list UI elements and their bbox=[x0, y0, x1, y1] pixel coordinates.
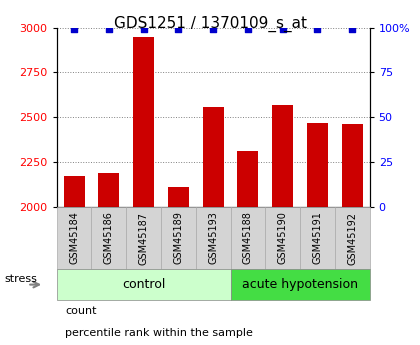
Bar bbox=[133, 37, 154, 207]
Point bbox=[279, 27, 286, 32]
Text: GSM45192: GSM45192 bbox=[347, 211, 357, 265]
Text: GSM45191: GSM45191 bbox=[312, 211, 323, 265]
Bar bbox=[231, 207, 265, 269]
Text: acute hypotension: acute hypotension bbox=[242, 278, 358, 291]
Point bbox=[244, 27, 251, 32]
Bar bbox=[64, 176, 84, 207]
Bar bbox=[57, 269, 231, 300]
Bar bbox=[98, 173, 119, 207]
Text: GSM45186: GSM45186 bbox=[104, 211, 114, 265]
Bar bbox=[57, 207, 92, 269]
Text: GSM45184: GSM45184 bbox=[69, 211, 79, 265]
Text: GDS1251 / 1370109_s_at: GDS1251 / 1370109_s_at bbox=[113, 16, 307, 32]
Bar bbox=[203, 107, 223, 207]
Bar bbox=[265, 207, 300, 269]
Point bbox=[140, 27, 147, 32]
Text: GSM45189: GSM45189 bbox=[173, 211, 184, 265]
Bar bbox=[237, 151, 258, 207]
Point bbox=[71, 27, 77, 32]
Text: percentile rank within the sample: percentile rank within the sample bbox=[65, 328, 253, 338]
Point bbox=[210, 27, 217, 32]
Point bbox=[314, 27, 321, 32]
Point bbox=[175, 27, 182, 32]
Bar bbox=[231, 269, 370, 300]
Bar bbox=[300, 207, 335, 269]
Text: count: count bbox=[65, 306, 97, 315]
Bar bbox=[272, 105, 293, 207]
Text: stress: stress bbox=[4, 275, 37, 284]
Text: GSM45190: GSM45190 bbox=[278, 211, 288, 265]
Bar bbox=[335, 207, 370, 269]
Text: GSM45188: GSM45188 bbox=[243, 211, 253, 265]
Bar bbox=[196, 207, 231, 269]
Text: GSM45187: GSM45187 bbox=[139, 211, 149, 265]
Bar bbox=[168, 187, 189, 207]
Bar bbox=[161, 207, 196, 269]
Text: control: control bbox=[122, 278, 165, 291]
Bar bbox=[92, 207, 126, 269]
Bar bbox=[307, 123, 328, 207]
Bar bbox=[342, 125, 362, 207]
Point bbox=[105, 27, 112, 32]
Point bbox=[349, 27, 356, 32]
Text: GSM45193: GSM45193 bbox=[208, 211, 218, 265]
Bar bbox=[126, 207, 161, 269]
